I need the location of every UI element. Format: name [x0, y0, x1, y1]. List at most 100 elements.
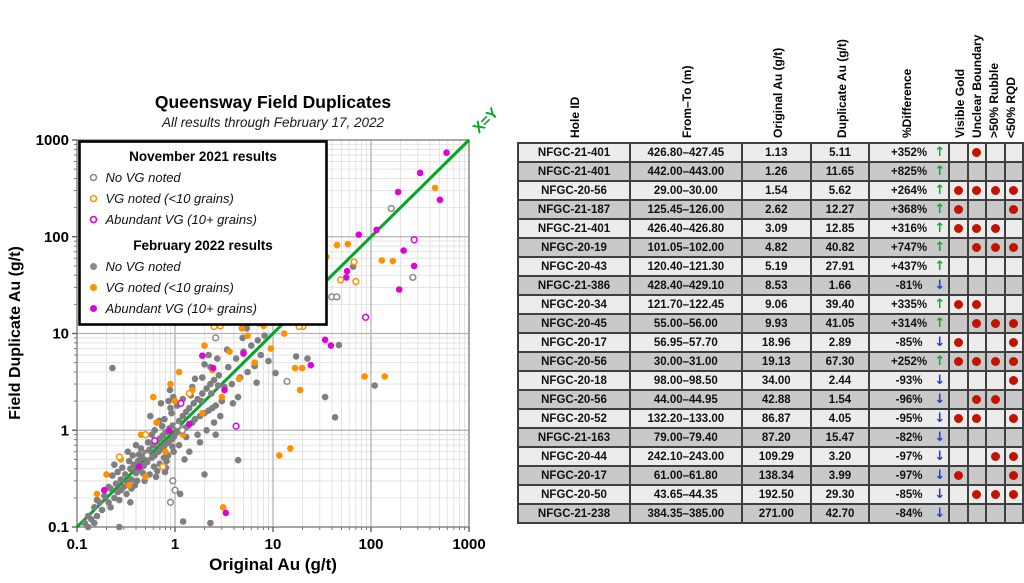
down-arrow-icon: ↓	[934, 411, 946, 426]
data-point-feb2022-vg	[291, 364, 299, 372]
table-row: NFGC-20-52 132.20–133.00 86.87 4.05 -95% ↓	[516, 408, 1024, 429]
data-point-feb2022-no-vg	[205, 351, 212, 359]
data-point-feb2022-no-vg	[191, 415, 199, 423]
flag-cell-unclear-boundary	[966, 237, 988, 258]
flag-cell-rubble	[985, 256, 1006, 277]
interval-cell: 121.70–122.45	[629, 294, 743, 315]
flag-cell-rqd	[1003, 370, 1024, 391]
flag-cell-visible-gold	[948, 275, 969, 296]
original-au-cell: 192.50	[740, 484, 813, 505]
data-point-feb2022-no-vg	[304, 355, 311, 362]
flag-cell-rubble	[985, 180, 1006, 201]
percent-difference-value: -81%	[895, 279, 923, 292]
percent-difference-value: +825%	[891, 165, 928, 178]
down-arrow-icon: ↓	[934, 449, 946, 464]
data-point-nov2021-abundant-vg	[232, 422, 240, 430]
column-header: From–To (m)	[680, 65, 694, 138]
flag-cell-visible-gold	[948, 142, 969, 163]
data-point-feb2022-vg	[333, 241, 341, 249]
flag-cell-unclear-boundary	[966, 142, 988, 163]
data-point-feb2022-vg	[93, 490, 101, 498]
flag-cell-visible-gold	[948, 313, 969, 334]
data-point-feb2022-vg	[267, 345, 275, 352]
flag-cell-rqd	[1003, 408, 1024, 429]
flag-cell-rqd	[1003, 218, 1024, 239]
flag-cell-visible-gold	[948, 218, 969, 239]
percent-difference-cell: +264% ↑	[867, 180, 951, 201]
data-point-feb2022-no-vg	[114, 468, 121, 476]
interval-cell: 442.00–443.00	[629, 161, 743, 182]
flag-dot-icon	[990, 357, 1000, 366]
data-point-nov2021-vg	[159, 463, 167, 471]
duplicate-au-cell: 1.54	[810, 389, 870, 410]
data-point-feb2022-no-vg	[210, 419, 218, 426]
data-point-feb2022-no-vg	[215, 372, 223, 379]
data-point-feb2022-no-vg	[124, 448, 132, 456]
flag-cell-visible-gold	[948, 199, 969, 220]
flag-cell-visible-gold	[948, 503, 969, 524]
flag-cell-unclear-boundary	[966, 351, 988, 372]
data-point-feb2022-no-vg	[117, 486, 125, 494]
data-point-feb2022-vg	[162, 448, 169, 456]
percent-difference-value: -95%	[895, 412, 923, 425]
data-point-feb2022-no-vg	[208, 390, 215, 397]
hole-id-cell: NFGC-20-17	[516, 465, 632, 486]
percent-difference-cell: -84% ↓	[867, 503, 951, 524]
data-point-feb2022-no-vg	[166, 386, 174, 394]
interval-cell: 79.00–79.40	[629, 427, 743, 448]
flag-cell-rubble	[985, 427, 1006, 448]
flag-cell-unclear-boundary	[966, 313, 988, 334]
data-point-nov2021-vg	[352, 277, 360, 286]
data-point-feb2022-no-vg	[199, 374, 206, 381]
data-point-feb2022-no-vg	[335, 341, 343, 349]
flag-cell-unclear-boundary	[966, 218, 988, 239]
duplicate-au-cell: 67.30	[810, 351, 870, 372]
original-au-cell: 9.06	[740, 294, 813, 315]
y-tick-label: 1	[61, 422, 69, 439]
data-point-feb2022-abundant-vg	[327, 342, 335, 349]
data-point-feb2022-no-vg	[105, 499, 112, 506]
table-row: NFGC-21-386 428.40–429.10 8.53 1.66 -81% ↓	[516, 275, 1024, 296]
y-tick-label: 0.1	[48, 519, 69, 536]
data-point-feb2022-no-vg	[321, 393, 329, 401]
percent-difference-value: -82%	[895, 431, 923, 444]
flag-cell-visible-gold	[948, 332, 969, 353]
data-point-feb2022-no-vg	[186, 404, 193, 412]
data-point-feb2022-abundant-vg	[186, 420, 193, 428]
data-point-feb2022-vg	[218, 393, 226, 401]
percent-difference-cell: -97% ↓	[867, 465, 951, 486]
flag-cell-rqd	[1003, 313, 1024, 334]
data-point-feb2022-abundant-vg	[355, 231, 363, 238]
original-au-cell: 19.13	[740, 351, 813, 372]
flag-dot-icon	[953, 224, 963, 233]
flag-dot-icon	[1009, 414, 1019, 423]
percent-difference-cell: -97% ↓	[867, 446, 951, 467]
column-header: Visible Gold	[952, 68, 967, 138]
flag-cell-rubble	[985, 465, 1006, 486]
hole-id-cell: NFGC-20-45	[516, 313, 632, 334]
table-row: NFGC-21-187 125.45–126.00 2.62 12.27 +368% ↑	[516, 199, 1024, 220]
duplicate-au-cell: 3.99	[810, 465, 870, 486]
up-arrow-icon: ↑	[934, 164, 946, 179]
percent-difference-cell: -82% ↓	[867, 427, 951, 448]
hole-id-cell: NFGC-21-401	[516, 142, 632, 163]
data-point-feb2022-vg	[167, 380, 174, 388]
flag-cell-rqd	[1003, 389, 1024, 410]
data-point-nov2021-no-vg	[212, 334, 220, 342]
percent-difference-cell: -93% ↓	[867, 370, 951, 391]
duplicate-au-cell: 42.70	[810, 503, 870, 524]
data-point-feb2022-abundant-vg	[395, 286, 403, 293]
down-arrow-icon: ↓	[934, 506, 946, 521]
data-point-nov2021-vg	[115, 453, 123, 461]
x-axis-label: Original Au (g/t)	[209, 555, 337, 574]
legend-item-label: Abundant VG (10+ grains)	[105, 301, 257, 316]
flag-cell-rqd	[1003, 446, 1024, 467]
flag-cell-unclear-boundary	[966, 389, 988, 410]
data-point-feb2022-vg	[389, 257, 397, 265]
data-point-feb2022-no-vg	[84, 523, 92, 531]
data-point-feb2022-no-vg	[191, 375, 199, 383]
percent-difference-cell: +352% ↑	[867, 142, 951, 163]
data-point-nov2021-no-vg	[173, 422, 182, 430]
original-au-cell: 1.26	[740, 161, 813, 182]
flag-cell-visible-gold	[948, 465, 969, 486]
